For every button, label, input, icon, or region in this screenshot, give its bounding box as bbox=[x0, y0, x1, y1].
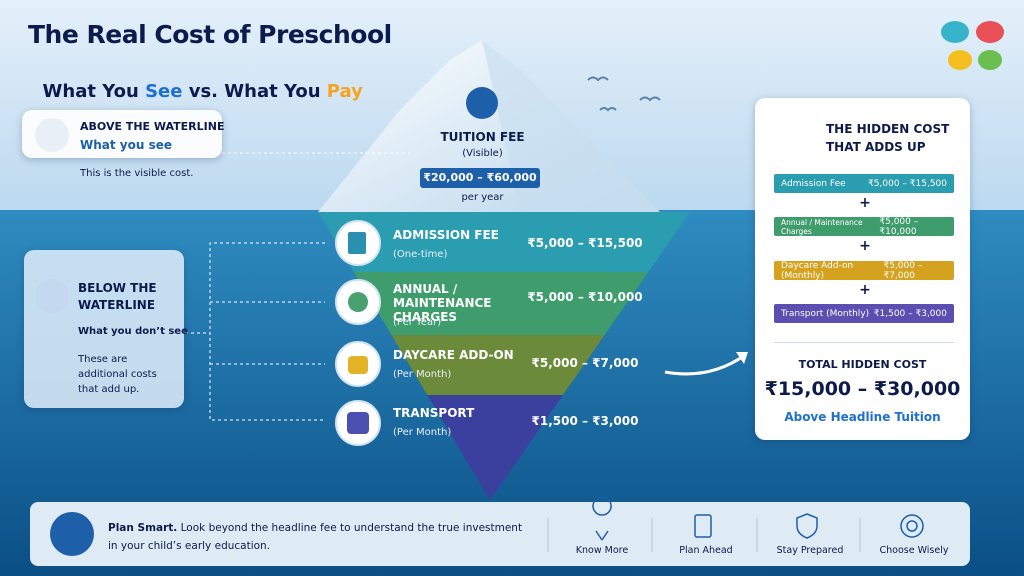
layer-range: ₹1,500 – ₹3,000 bbox=[531, 414, 639, 428]
layer-name: TRANSPORT bbox=[393, 406, 475, 420]
below-note: These are additional costs that add up. bbox=[78, 354, 157, 395]
total-note: Above Headline Tuition bbox=[784, 410, 941, 424]
hidden-title: THE HIDDEN COST THAT ADDS UP bbox=[826, 122, 950, 154]
footer-text: Plan Smart. Look beyond the headline fee… bbox=[108, 519, 528, 555]
plus-sign: + bbox=[859, 195, 871, 211]
divider bbox=[774, 342, 954, 343]
hidden-item-range: ₹5,000 – ₹10,000 bbox=[879, 216, 919, 237]
plus-sign: + bbox=[859, 282, 871, 298]
layer-name: ADMISSION FEE bbox=[393, 228, 499, 242]
layer-name: DAYCARE ADD-ON bbox=[393, 348, 514, 362]
layer-period: (Per Month) bbox=[393, 369, 452, 380]
total-label: TOTAL HIDDEN COST bbox=[798, 358, 927, 371]
hidden-item-label: Admission Fee bbox=[781, 178, 846, 189]
hidden-item-label: Transport (Monthly) bbox=[781, 308, 870, 319]
hidden-item-range: ₹1,500 – ₹3,000 bbox=[873, 308, 947, 319]
layer-name: ANNUAL / MAINTENANCE CHARGES bbox=[393, 282, 492, 324]
subtitle-part: vs. What You bbox=[182, 81, 327, 102]
above-subheading: What you see bbox=[80, 138, 172, 152]
hidden-item: Admission Fee ₹5,000 – ₹15,500 bbox=[774, 174, 954, 193]
layer-range: ₹5,000 – ₹10,000 bbox=[527, 290, 643, 304]
footer-action[interactable]: Know More bbox=[575, 545, 629, 556]
layer-period: (Per Month) bbox=[393, 427, 452, 438]
subtitle-part: See bbox=[145, 81, 183, 102]
layer-period: (Per Year) bbox=[393, 317, 442, 328]
hidden-item: Daycare Add-on (Monthly) ₹5,000 – ₹7,000 bbox=[774, 260, 954, 281]
footer-action[interactable]: Plan Ahead bbox=[679, 545, 733, 556]
above-note: This is the visible cost. bbox=[80, 168, 194, 179]
plus-sign: + bbox=[859, 238, 871, 254]
hidden-item: Transport (Monthly) ₹1,500 – ₹3,000 bbox=[774, 304, 954, 323]
tuition-sub: (Visible) bbox=[462, 148, 503, 159]
subtitle-part: What You bbox=[42, 81, 146, 102]
below-subheading: What you don’t see bbox=[78, 326, 188, 337]
total: ₹15,000 – ₹30,000 bbox=[764, 378, 961, 400]
footer-lead: Plan Smart. bbox=[108, 522, 178, 534]
hidden-item-range: ₹5,000 – ₹15,500 bbox=[868, 178, 947, 189]
hidden-item: Annual / Maintenance Charges ₹5,000 – ₹10… bbox=[774, 216, 954, 237]
tuition-range: ₹20,000 – ₹60,000 bbox=[420, 168, 540, 188]
hidden-item-label: Daycare Add-on (Monthly) bbox=[781, 260, 854, 281]
subtitle-part: Pay bbox=[326, 81, 363, 102]
footer-action[interactable]: Stay Prepared bbox=[776, 545, 844, 556]
tuition-label: TUITION FEE bbox=[440, 130, 525, 144]
below-card bbox=[24, 250, 184, 408]
layer-period: (One-time) bbox=[393, 249, 448, 260]
layer-range: ₹5,000 – ₹15,500 bbox=[527, 236, 643, 250]
footer-action[interactable]: Choose Wisely bbox=[879, 545, 949, 556]
tuition-period: per year bbox=[461, 192, 504, 203]
layer-range: ₹5,000 – ₹7,000 bbox=[531, 356, 639, 370]
logo bbox=[941, 21, 1004, 70]
below-heading: BELOW THE WATERLINE bbox=[78, 281, 157, 312]
above-card bbox=[22, 110, 222, 158]
footer-body: Look beyond the headline fee to understa… bbox=[108, 522, 523, 552]
hidden-item-label: Annual / Maintenance Charges bbox=[781, 217, 863, 236]
title: The Real Cost of Preschool bbox=[28, 20, 392, 49]
subtitle: What You See vs. What You Pay bbox=[30, 60, 363, 102]
hidden-item-range: ₹5,000 – ₹7,000 bbox=[883, 260, 923, 281]
above-heading: ABOVE THE WATERLINE bbox=[80, 120, 225, 133]
